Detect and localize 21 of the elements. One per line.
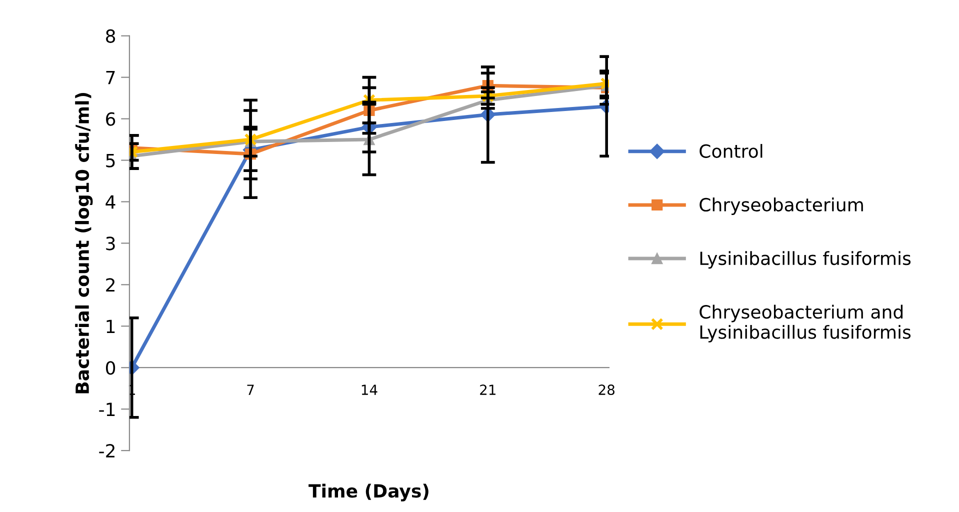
y-tick-label: 8 [106, 29, 116, 43]
y-tick-label: 3 [106, 236, 115, 250]
y-axis-title: Bacterial count (log10 cfu/ml) [75, 93, 93, 394]
y-tick-label: 6 [106, 112, 116, 126]
legend-label: Chryseobacterium [700, 198, 863, 216]
x-axis-title: Time (Days) [308, 484, 428, 502]
y-tick-label: 1 [106, 320, 115, 334]
y-tick-label: -2 [99, 444, 114, 458]
y-tick-label: -1 [99, 402, 115, 416]
y-tick-label: 5 [106, 154, 115, 168]
legend-label: Lysinibacillus fusiformis [700, 251, 911, 269]
legend-label: Chryseobacterium and Lysinibacillus fusiformis [700, 304, 911, 342]
y-tick-label: 4 [106, 195, 116, 209]
x-tick-label: 14 [362, 384, 378, 395]
x-tick-label: 7 [247, 384, 254, 395]
y-tick-label: 0 [106, 361, 116, 375]
y-tick-label: 7 [106, 71, 115, 84]
x-tick-label: 28 [598, 384, 614, 396]
x-tick-label: 21 [480, 384, 496, 395]
y-tick-label: 2 [106, 278, 114, 292]
legend-label: Control [700, 144, 762, 158]
